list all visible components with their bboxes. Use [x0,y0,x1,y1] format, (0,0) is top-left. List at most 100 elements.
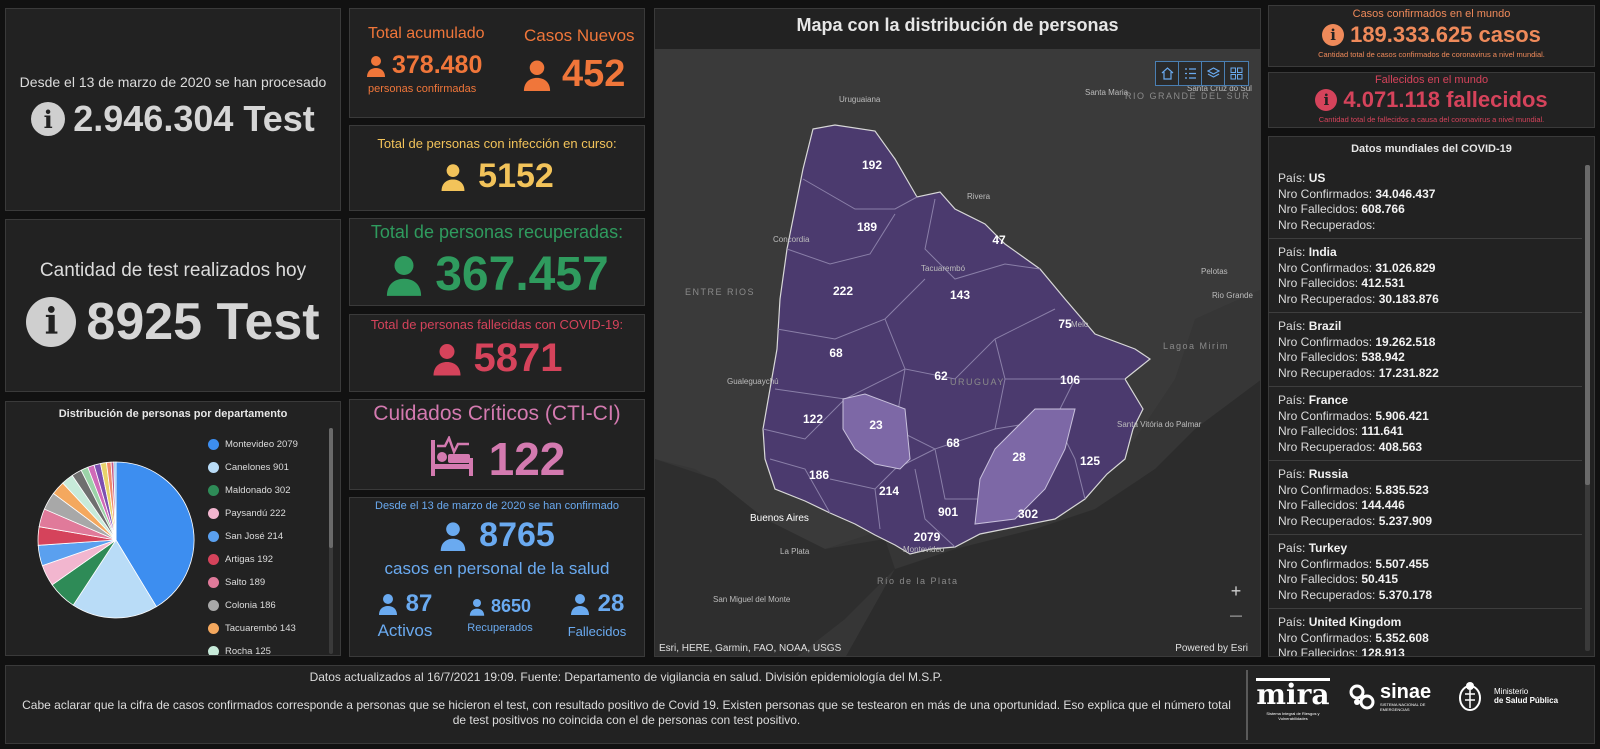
staff-recovered-label: Recuperados [467,622,533,634]
legend-item[interactable]: Artigas 192 [208,548,326,571]
country-field-label: Nro Recuperados: [1278,439,1379,454]
recovered-panel: Total de personas recuperadas: 367.457 [349,218,645,306]
map-dept-label: 125 [1080,454,1100,468]
person-icon [522,59,552,91]
world-country-list[interactable]: País: US Nro Confirmados: 34.046.437 Nro F… [1269,165,1582,656]
legend-swatch [208,508,219,519]
map-dept-label: 222 [833,284,853,298]
legend-swatch [208,462,219,473]
accumulated-panel: Total acumulado 378.480 personas confirm… [349,8,645,118]
map-place-label: Montevideo [903,545,945,554]
map-place-label: Lagoa Mirim [1163,341,1229,351]
pie-slice[interactable] [115,461,195,608]
world-confirmed-value: 189.333.625 casos [1350,22,1541,47]
zoom-out-button[interactable]: — [1230,608,1242,622]
map-view[interactable]: 192 189 47 222 143 75 68 62 106 122 23 6… [655,49,1260,656]
legend-item[interactable]: Rocha 125 [208,640,326,655]
uruguay-coat-of-arms-icon [1459,682,1481,711]
map-dept-label: 192 [862,158,882,172]
msp-logo: Ministerio de Salud Pública [1456,680,1558,712]
country-field-label: Nro Fallecidos: [1278,424,1362,438]
map-dept-label: 186 [809,468,829,482]
legend-item[interactable]: Paysandú 222 [208,502,326,525]
map-dept-label: 68 [829,346,843,360]
country-entry: País: Turkey Nro Confirmados: 5.507.455 Nr… [1269,535,1582,609]
map-place-label: Tacuarembó [921,264,966,273]
legend-item[interactable]: San José 214 [208,525,326,548]
legend-label: Colonia 186 [225,600,276,611]
staff-deaths-value: 28 [597,590,625,617]
map-dept-label: 106 [1060,373,1080,387]
map-dept-label: 47 [992,233,1006,247]
country-field-value: 5.906.421 [1375,408,1429,423]
country-field-label: Nro Fallecidos: [1278,202,1362,216]
legend-label: Canelones 901 [225,462,289,473]
country-field-value: 19.262.518 [1375,334,1436,349]
legend-item[interactable]: Maldonado 302 [208,479,326,502]
staff-recovered-value: 8650 [490,596,532,616]
legend-scrollbar[interactable] [329,428,333,654]
country-field-value: 17.231.822 [1378,365,1439,380]
map-place-label: Santa Cruz do Sul [1187,84,1252,93]
legend-item[interactable]: Salto 189 [208,571,326,594]
footer-divider [1246,670,1248,740]
chart-title: Distribución de personas por departament… [58,408,288,420]
active-value: 5152 [478,157,554,195]
map-place-label: Rivera [967,192,991,201]
critical-label: Cuidados Críticos (CTI-CI) [373,402,621,425]
tests-today-value: 8925 Test [86,293,320,351]
map-dept-label: 302 [1018,507,1038,521]
person-icon [432,342,462,376]
footer-update-text: Datos actualizados al 16/7/2021 19:09. F… [309,670,943,684]
info-icon: i [1315,89,1338,111]
pie-slice[interactable] [72,539,157,619]
legend-item[interactable]: Tacuarembó 143 [208,617,326,640]
legend-item[interactable]: Canelones 901 [208,456,326,479]
country-field-value: 412.531 [1361,276,1405,290]
map-dept-label: 75 [1058,317,1072,331]
map-place-label: Río de la Plata [877,576,959,586]
legend-swatch [208,485,219,496]
person-icon [366,55,386,77]
powered-by-esri[interactable]: Powered by Esri [1175,643,1248,654]
map-dept-label: 189 [857,220,877,234]
legend-button[interactable] [1179,62,1202,85]
person-icon [385,254,423,296]
legend-item[interactable]: Montevideo 2079 [208,433,326,456]
country-field-label: Nro Confirmados: [1278,260,1376,275]
country-field-value: 31.026.829 [1375,260,1436,275]
world-deaths-label: Fallecidos en el mundo [1374,74,1489,86]
recovered-value: 367.457 [435,248,609,301]
department-pie-chart [37,461,195,619]
country-field-value: 5.352.608 [1375,630,1429,645]
zoom-in-button[interactable]: + [1230,581,1242,601]
country-field-value: 538.942 [1361,350,1405,364]
country-field-value: France [1308,393,1349,407]
country-field-label: Nro Confirmados: [1278,408,1376,423]
home-button[interactable] [1156,62,1179,85]
accumulated-label: Total acumulado [368,25,485,42]
hospital-bed-icon [429,434,475,483]
world-list-scrollbar[interactable] [1585,165,1590,651]
health-staff-subtitle: casos en personal de la salud [384,559,610,578]
legend-swatch [208,646,219,655]
critical-care-panel: Cuidados Críticos (CTI-CI) 122 [349,399,645,490]
map-place-label: ENTRE RIOS [685,287,755,297]
country-field-label: País: [1278,393,1309,407]
chart-legend: Montevideo 2079 Canelones 901 Maldonado 30… [208,433,326,655]
map-place-label: Concordia [773,235,810,244]
legend-item[interactable]: Colonia 186 [208,594,326,617]
active-label: Total de personas con infección en curso… [377,136,617,151]
country-field-label: Nro Recuperados: [1278,291,1379,306]
country-field-value: 30.183.876 [1378,291,1439,306]
recovered-label: Total de personas recuperadas: [370,222,624,242]
layers-button[interactable] [1202,62,1225,85]
tests-total-panel: Desde el 13 de marzo de 2020 se han proc… [5,8,341,211]
country-field-value: Russia [1308,467,1349,481]
country-entry: País: United Kingdom Nro Confirmados: 5.3… [1269,609,1582,656]
pie-slice[interactable] [113,461,117,541]
basemap-gallery-button[interactable] [1225,62,1248,85]
country-field-label: Nro Confirmados: [1278,186,1376,201]
staff-active-label: Activos [377,621,433,640]
world-deaths-panel: Fallecidos en el mundo i 4.071.118 falle… [1268,72,1595,128]
